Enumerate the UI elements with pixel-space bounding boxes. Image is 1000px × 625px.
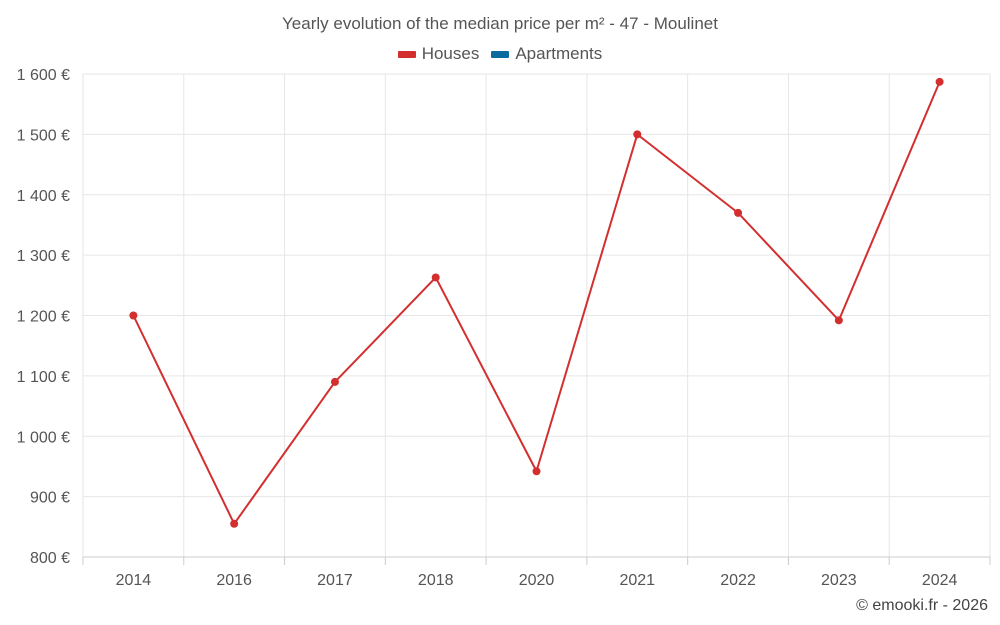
data-point — [734, 208, 743, 217]
legend-swatch-apartments — [491, 50, 510, 58]
legend-item-houses[interactable]: Houses — [397, 44, 480, 64]
data-point — [230, 519, 239, 528]
x-tick-label: 2018 — [418, 572, 454, 589]
data-point — [330, 377, 339, 386]
x-tick-label: 2024 — [922, 572, 958, 589]
data-point — [532, 467, 541, 476]
y-tick-label: 1 300 € — [17, 248, 70, 265]
data-point — [834, 316, 843, 325]
y-tick-label: 1 100 € — [17, 369, 70, 386]
legend-label-apartments: Apartments — [515, 44, 603, 63]
line-chart: 800 € 900 € 1 000 € 1 100 € 1 200 € 1 300 € 1 … — [17, 67, 991, 589]
chart-title: Yearly evolution of the median price per… — [282, 14, 718, 33]
data-point — [129, 311, 138, 320]
x-tick-label: 2020 — [519, 572, 555, 589]
x-tick-label: 2023 — [821, 572, 857, 589]
x-tick-label: 2021 — [619, 572, 655, 589]
x-tick-label: 2022 — [720, 572, 756, 589]
y-tick-label: 1 000 € — [17, 429, 70, 446]
legend-label-houses: Houses — [421, 44, 480, 63]
y-tick-label: 900 € — [30, 490, 70, 507]
data-point — [633, 130, 642, 139]
y-tick-label: 1 200 € — [17, 309, 70, 326]
legend: Houses Apartments — [0, 44, 1000, 64]
series-line-houses — [132, 81, 941, 525]
legend-swatch-houses — [397, 50, 416, 58]
x-tick-label: 2016 — [216, 572, 252, 589]
y-tick-label: 1 600 € — [17, 67, 70, 84]
copyright-footer: © emooki.fr - 2026 — [856, 597, 988, 614]
y-tick-label: 1 400 € — [17, 188, 70, 205]
data-point — [935, 77, 944, 86]
legend-item-apartments[interactable]: Apartments — [491, 44, 602, 64]
data-point — [431, 273, 440, 282]
y-tick-label: 800 € — [30, 550, 70, 567]
y-tick-label: 1 500 € — [17, 127, 70, 144]
x-tick-label: 2017 — [317, 572, 353, 589]
x-tick-label: 2014 — [116, 572, 152, 589]
